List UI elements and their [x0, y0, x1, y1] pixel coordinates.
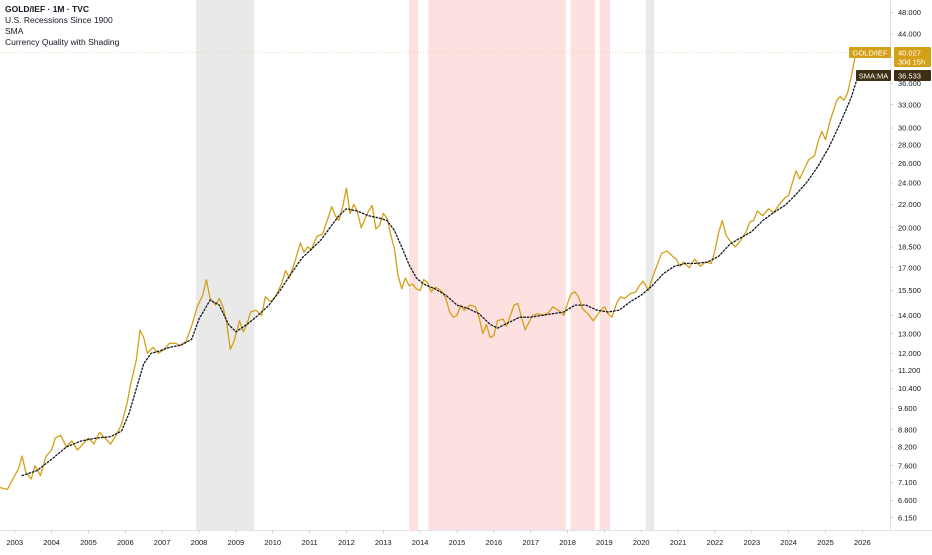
x-tick-label: 2008 [191, 538, 208, 547]
x-tick-label: 2019 [596, 538, 613, 547]
currency-quality-shade [599, 0, 610, 530]
x-tick-label: 2012 [338, 538, 355, 547]
x-tick-label: 2009 [228, 538, 245, 547]
shading-layer [196, 0, 655, 530]
y-tick-label: 26.000 [898, 159, 921, 168]
y-tick-label: 11.200 [898, 366, 920, 375]
price-countdown-text: 30d 15h [898, 58, 925, 67]
legend-symbol[interactable]: GOLD/IEF · 1M · TVC [5, 4, 90, 14]
axis-tags: GOLD/IEF 40.027 30d 15h SMA:MA 36.533 [0, 47, 931, 81]
currency-quality-shade [409, 0, 419, 530]
x-tick-label: 2024 [780, 538, 797, 547]
y-tick-label: 48.000 [898, 8, 921, 17]
y-tick-label: 15.500 [898, 286, 921, 295]
chart-legend: GOLD/IEF · 1M · TVC U.S. Recessions Sinc… [5, 4, 119, 48]
currency-quality-shade [570, 0, 596, 530]
x-tick-label: 2013 [375, 538, 392, 547]
x-tick-label: 2004 [43, 538, 60, 547]
price-line [0, 57, 856, 491]
sma-name-tag [856, 70, 891, 81]
currency-quality-shade [428, 0, 566, 530]
y-tick-label: 20.000 [898, 223, 921, 232]
y-tick-label: 7.600 [898, 461, 917, 470]
y-tick-label: 13.000 [898, 329, 921, 338]
x-tick-label: 2014 [412, 538, 429, 547]
x-tick-label: 2018 [559, 538, 576, 547]
price-name-tag-text: GOLD/IEF [852, 49, 887, 58]
y-tick-label: 14.000 [898, 311, 921, 320]
y-tick-label: 12.000 [898, 349, 921, 358]
sma-line [21, 79, 858, 477]
recession-shade [645, 0, 655, 530]
price-value-text: 40.027 [898, 49, 921, 58]
y-tick-label: 6.150 [898, 513, 917, 522]
x-tick-label: 2005 [80, 538, 97, 547]
x-tick-label: 2023 [743, 538, 760, 547]
y-tick-label: 36.000 [898, 79, 921, 88]
x-tick-label: 2015 [449, 538, 466, 547]
sma-name-tag-text: SMA:MA [859, 72, 889, 81]
x-tick-label: 2006 [117, 538, 134, 547]
x-tick-label: 2011 [301, 538, 317, 547]
x-tick-label: 2003 [6, 538, 23, 547]
y-tick-label: 22.000 [898, 200, 921, 209]
x-tick-label: 2022 [707, 538, 724, 547]
x-tick-label: 2017 [522, 538, 539, 547]
y-tick-label: 10.400 [898, 384, 921, 393]
y-tick-label: 9.600 [898, 404, 917, 413]
y-tick-label: 6.600 [898, 496, 917, 505]
x-tick-label: 2025 [817, 538, 834, 547]
price-name-tag [849, 47, 891, 58]
y-tick-label: 24.000 [898, 179, 921, 188]
x-tick-label: 2021 [670, 538, 687, 547]
y-tick-label: 18.500 [898, 243, 921, 252]
y-tick-label: 30.000 [898, 124, 921, 133]
x-tick-label: 2007 [154, 538, 171, 547]
price-value-tag [894, 47, 931, 67]
x-tick-label: 2020 [633, 538, 650, 547]
legend-currency-quality[interactable]: Currency Quality with Shading [5, 37, 120, 47]
y-tick-label: 28.000 [898, 141, 921, 150]
sma-value-text: 36.533 [898, 72, 921, 81]
x-tick-label: 2026 [854, 538, 871, 547]
y-tick-label: 33.000 [898, 100, 921, 109]
x-tick-label: 2016 [485, 538, 502, 547]
y-tick-label: 44.000 [898, 30, 921, 39]
y-tick-label: 7.100 [898, 478, 917, 487]
series-layer [0, 57, 858, 491]
legend-recessions[interactable]: U.S. Recessions Since 1900 [5, 15, 113, 25]
time-axis[interactable]: 2003 2004 2005 2006 2007 2008 2009 2010 2011 2012… [6, 530, 871, 547]
price-axis[interactable]: 6.150 6.600 7.100 7.600 8.200 8.800 9.600 10.40… [890, 8, 921, 522]
recession-shade [196, 0, 255, 530]
y-tick-label: 8.200 [898, 443, 917, 452]
sma-value-tag [894, 70, 931, 81]
y-tick-label: 17.000 [898, 263, 921, 272]
x-tick-label: 2010 [264, 538, 281, 547]
y-tick-label: 8.800 [898, 425, 917, 434]
legend-sma[interactable]: SMA [5, 26, 24, 36]
